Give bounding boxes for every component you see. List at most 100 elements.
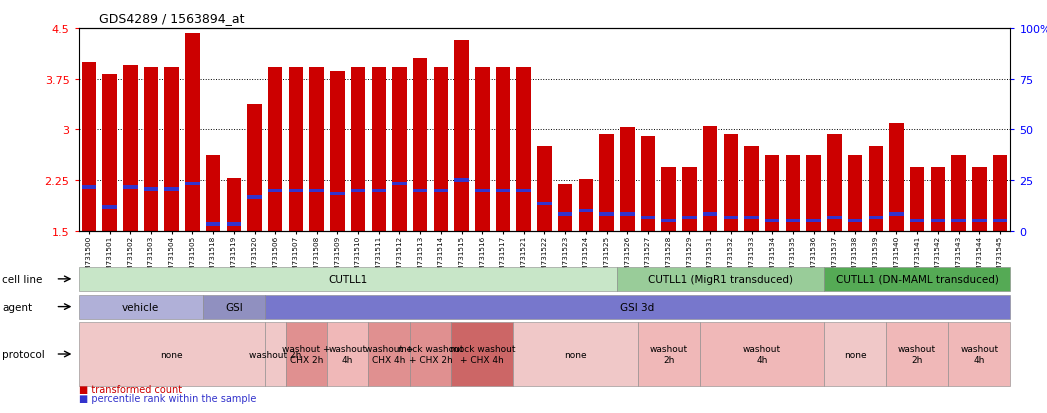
Bar: [413, 59, 427, 231]
Bar: [744, 147, 759, 231]
Bar: [723, 135, 738, 231]
Bar: [393, 183, 406, 186]
Bar: [289, 68, 304, 231]
Bar: [124, 186, 137, 189]
Bar: [454, 41, 469, 231]
Bar: [931, 219, 945, 223]
Bar: [662, 167, 676, 231]
Bar: [268, 67, 283, 231]
Bar: [433, 189, 448, 192]
Text: GSI: GSI: [225, 302, 243, 312]
Bar: [785, 156, 800, 231]
Bar: [662, 219, 676, 223]
Bar: [475, 68, 490, 231]
Bar: [247, 105, 262, 231]
Bar: [516, 68, 531, 231]
Text: ■ percentile rank within the sample: ■ percentile rank within the sample: [79, 393, 255, 403]
Bar: [952, 156, 965, 231]
Bar: [806, 156, 821, 231]
Bar: [910, 167, 925, 231]
Bar: [558, 184, 573, 231]
Bar: [330, 71, 344, 231]
Text: cell line: cell line: [2, 274, 43, 284]
Bar: [558, 213, 573, 216]
Bar: [641, 137, 655, 231]
Bar: [143, 188, 158, 191]
Bar: [765, 156, 779, 231]
Bar: [454, 179, 469, 183]
Text: GDS4289 / 1563894_at: GDS4289 / 1563894_at: [99, 12, 245, 25]
Bar: [82, 63, 96, 231]
Bar: [889, 213, 904, 216]
Bar: [433, 68, 448, 231]
Bar: [931, 167, 945, 231]
Text: none: none: [844, 350, 866, 358]
Bar: [143, 68, 158, 231]
Bar: [164, 68, 179, 231]
Bar: [827, 216, 842, 219]
Bar: [848, 219, 863, 223]
Bar: [537, 203, 552, 206]
Bar: [372, 189, 386, 192]
Bar: [475, 189, 490, 192]
Bar: [496, 68, 510, 231]
Bar: [310, 68, 324, 231]
Bar: [226, 179, 241, 231]
Text: washout
2h: washout 2h: [649, 344, 688, 364]
Bar: [723, 216, 738, 219]
Text: vehicle: vehicle: [122, 302, 159, 312]
Bar: [620, 128, 634, 231]
Text: none: none: [564, 350, 586, 358]
Bar: [82, 186, 96, 189]
Text: washout
2h: washout 2h: [898, 344, 936, 364]
Text: washout 2h: washout 2h: [249, 350, 302, 358]
Bar: [579, 209, 593, 213]
Bar: [351, 189, 365, 192]
Bar: [103, 206, 117, 209]
Bar: [889, 123, 904, 231]
Bar: [869, 147, 883, 231]
Bar: [972, 167, 986, 231]
Bar: [247, 196, 262, 199]
Bar: [413, 189, 427, 192]
Bar: [993, 219, 1007, 223]
Text: protocol: protocol: [2, 349, 45, 359]
Bar: [330, 192, 344, 196]
Text: CUTLL1: CUTLL1: [328, 274, 367, 284]
Text: ■ transformed count: ■ transformed count: [79, 384, 181, 394]
Text: mock washout
+ CHX 4h: mock washout + CHX 4h: [449, 344, 515, 364]
Bar: [164, 188, 179, 191]
Bar: [206, 223, 220, 226]
Text: mock washout
+ CHX 2h: mock washout + CHX 2h: [398, 344, 464, 364]
Text: GSI 3d: GSI 3d: [621, 302, 654, 312]
Bar: [703, 127, 717, 231]
Text: none: none: [160, 350, 183, 358]
Bar: [744, 216, 759, 219]
Bar: [226, 223, 241, 226]
Bar: [620, 213, 634, 216]
Text: washout
4h: washout 4h: [742, 344, 781, 364]
Bar: [372, 68, 386, 231]
Bar: [806, 219, 821, 223]
Bar: [393, 68, 406, 231]
Bar: [683, 216, 696, 219]
Bar: [103, 75, 117, 231]
Text: washout +
CHX 2h: washout + CHX 2h: [282, 344, 331, 364]
Bar: [683, 167, 696, 231]
Bar: [579, 179, 593, 231]
Bar: [206, 156, 220, 231]
Bar: [599, 213, 614, 216]
Text: CUTLL1 (DN-MAML transduced): CUTLL1 (DN-MAML transduced): [836, 274, 999, 284]
Bar: [185, 183, 200, 186]
Bar: [765, 219, 779, 223]
Bar: [496, 189, 510, 192]
Bar: [516, 189, 531, 192]
Text: washout
4h: washout 4h: [329, 344, 366, 364]
Text: agent: agent: [2, 302, 32, 312]
Bar: [827, 135, 842, 231]
Bar: [599, 135, 614, 231]
Bar: [351, 68, 365, 231]
Bar: [268, 189, 283, 192]
Bar: [537, 147, 552, 231]
Bar: [641, 216, 655, 219]
